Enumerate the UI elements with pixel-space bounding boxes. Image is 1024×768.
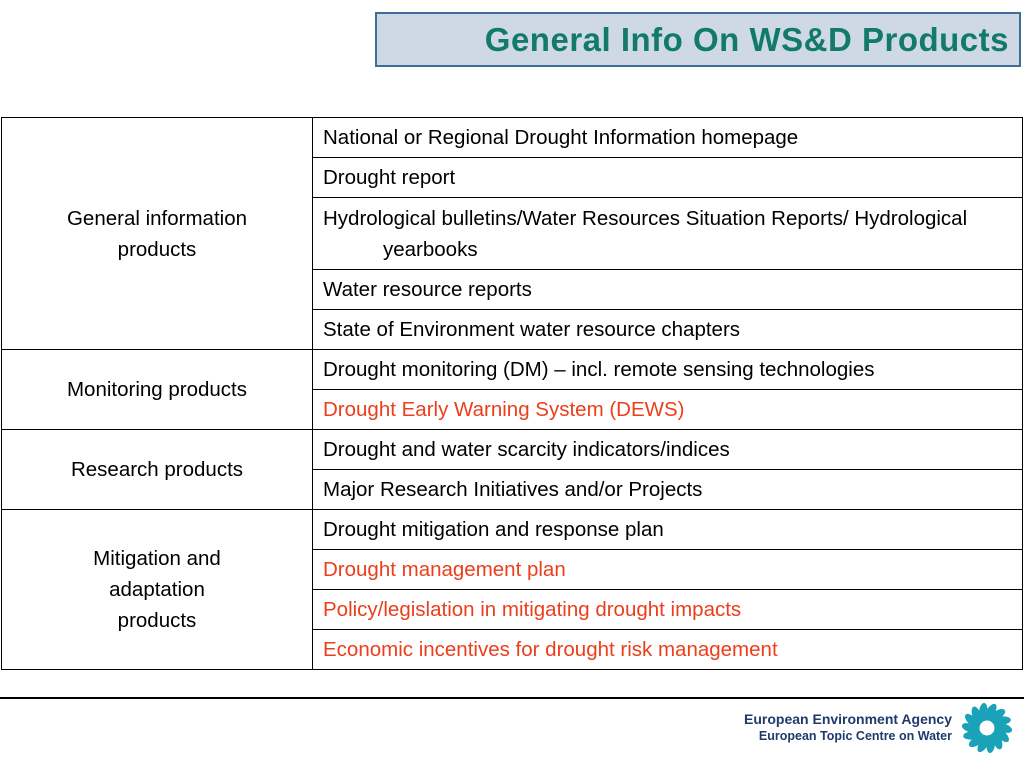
category-label: Research products	[70, 458, 244, 481]
product-item: Hydrological bulletins/Water Resources S…	[312, 197, 1023, 270]
logo-petal	[984, 703, 997, 719]
table-row: General information products National or…	[1, 117, 1023, 350]
product-item-text: Drought monitoring (DM) – incl. remote s…	[323, 358, 875, 381]
product-item: Economic incentives for drought risk man…	[312, 629, 1023, 670]
logo-petal	[993, 716, 1011, 725]
table-row: Major Research Initiatives and/or Projec…	[2, 469, 1023, 510]
product-item: Drought report	[312, 157, 1023, 198]
centre-name: European Topic Centre on Water	[758, 729, 952, 743]
footer: European Environment Agency European Top…	[744, 701, 1014, 755]
products-table: General information products National or…	[1, 117, 1023, 670]
product-item-text: Drought mitigation and response plan	[323, 518, 664, 541]
footer-text: European Environment Agency European Top…	[744, 711, 952, 745]
product-item: Drought management plan	[312, 549, 1023, 590]
table-row: Mitigation and adaptation products Droug…	[1, 509, 1023, 670]
logo-petal	[971, 706, 982, 723]
product-item-text: Water resource reports	[323, 278, 532, 301]
product-item: Major Research Initiatives and/or Projec…	[312, 469, 1023, 510]
product-item-text: State of Environment water resource chap…	[323, 318, 741, 341]
product-item: Drought and water scarcity indicators/in…	[312, 429, 1023, 470]
table-row: Research products Drought and water scar…	[1, 429, 1023, 510]
category-cell: Mitigation and adaptation products	[1, 509, 313, 670]
table-row: Drought Early Warning System (DEWS)	[2, 389, 1023, 430]
category-label: Monitoring products	[66, 378, 248, 401]
table-row: State of Environment water resource chap…	[2, 309, 1023, 350]
category-label: Mitigation and adaptation products	[93, 547, 221, 632]
table-row: Policy/legislation in mitigating drought…	[2, 589, 1023, 630]
product-item-text: Hydrological bulletins/Water Resources S…	[323, 206, 968, 261]
product-item-text: Drought and water scarcity indicators/in…	[323, 438, 730, 461]
logo-petal	[992, 733, 1003, 750]
eea-sun-logo-icon	[960, 701, 1014, 755]
category-cell: General information products	[1, 117, 313, 350]
logo-petal	[977, 737, 990, 753]
product-item-text: Economic incentives for drought risk man…	[323, 638, 778, 661]
table-row: Monitoring products Drought monitoring (…	[1, 349, 1023, 430]
product-item-text: National or Regional Drought Information…	[323, 126, 799, 149]
table-row: Drought report	[2, 157, 1023, 198]
logo-petal	[968, 735, 984, 747]
category-cell: Monitoring products	[1, 349, 313, 430]
table-row: Drought management plan	[2, 549, 1023, 590]
product-item: National or Regional Drought Information…	[312, 117, 1023, 158]
slide-title: General Info On WS&D Products	[484, 20, 1009, 58]
logo-petal	[965, 713, 979, 728]
category-label: General information products	[66, 206, 248, 261]
product-item: Drought mitigation and response plan	[312, 509, 1023, 550]
table-row: Economic incentives for drought risk man…	[2, 629, 1023, 670]
product-item-text: Major Research Initiatives and/or Projec…	[323, 478, 703, 501]
product-item: Drought monitoring (DM) – incl. remote s…	[312, 349, 1023, 390]
product-item-text: Drought management plan	[323, 558, 566, 581]
category-cell: Research products	[1, 429, 313, 510]
product-item: State of Environment water resource chap…	[312, 309, 1023, 350]
product-item: Policy/legislation in mitigating drought…	[312, 589, 1023, 630]
title-banner: General Info On WS&D Products	[375, 12, 1021, 67]
logo-petal	[995, 728, 1009, 743]
footer-divider	[0, 697, 1024, 699]
product-item-text: Policy/legislation in mitigating drought…	[323, 598, 742, 621]
agency-name: European Environment Agency	[744, 711, 952, 727]
product-item: Water resource reports	[312, 269, 1023, 310]
table-row: Water resource reports	[2, 269, 1023, 310]
table-row: Hydrological bulletins/Water Resources S…	[2, 197, 1023, 270]
product-item-text: Drought Early Warning System (DEWS)	[323, 398, 685, 421]
product-item: Drought Early Warning System (DEWS)	[312, 389, 1023, 430]
logo-center	[976, 717, 998, 739]
product-item-text: Drought report	[323, 166, 456, 189]
logo-petal	[990, 709, 1006, 721]
logo-petal	[963, 731, 981, 740]
